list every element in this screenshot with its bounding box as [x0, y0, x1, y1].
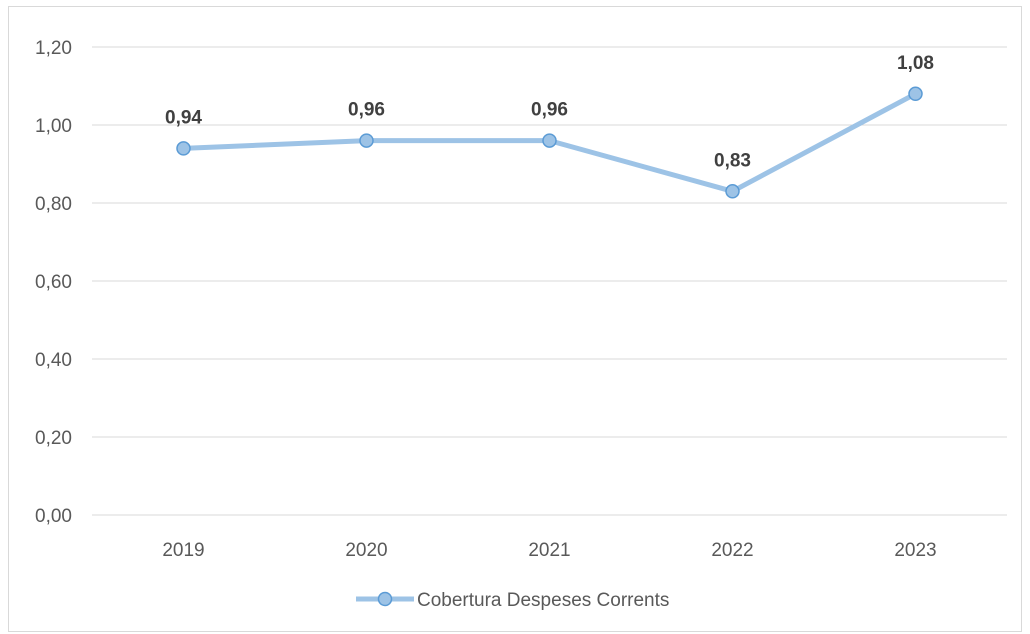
data-point: [359, 133, 374, 148]
data-labels: 0,94 0,96 0,96 0,83 1,08: [165, 53, 934, 172]
x-tick-label: 2022: [711, 540, 753, 561]
y-tick-label: 0,00: [35, 506, 72, 527]
y-tick-label: 1,20: [35, 38, 72, 59]
data-label: 0,96: [348, 100, 385, 121]
data-label: 0,83: [714, 150, 751, 171]
data-label: 0,96: [531, 100, 568, 121]
y-axis-tick-labels: 0,00 0,20 0,40 0,60 0,80 1,00 1,20: [35, 38, 72, 527]
chart-frame: [8, 6, 1022, 632]
y-tick-label: 0,60: [35, 272, 72, 293]
x-tick-label: 2023: [894, 540, 936, 561]
y-tick-label: 0,40: [35, 350, 72, 371]
legend: Cobertura Despeses Corrents: [356, 590, 669, 611]
legend-label: Cobertura Despeses Corrents: [417, 590, 669, 611]
x-tick-label: 2021: [528, 540, 570, 561]
series-cobertura: [176, 86, 923, 199]
x-axis-tick-labels: 2019 2020 2021 2022 2023: [162, 540, 936, 561]
data-point: [725, 184, 740, 199]
y-tick-label: 0,20: [35, 428, 72, 449]
y-tick-label: 0,80: [35, 194, 72, 215]
data-point: [176, 141, 191, 156]
legend-marker-swatch: [377, 591, 393, 607]
data-label: 0,94: [165, 107, 202, 128]
y-tick-label: 1,00: [35, 116, 72, 137]
data-point: [542, 133, 557, 148]
data-point: [908, 86, 923, 102]
x-tick-label: 2019: [162, 540, 204, 561]
x-tick-label: 2020: [345, 540, 387, 561]
data-label: 1,08: [897, 53, 934, 74]
